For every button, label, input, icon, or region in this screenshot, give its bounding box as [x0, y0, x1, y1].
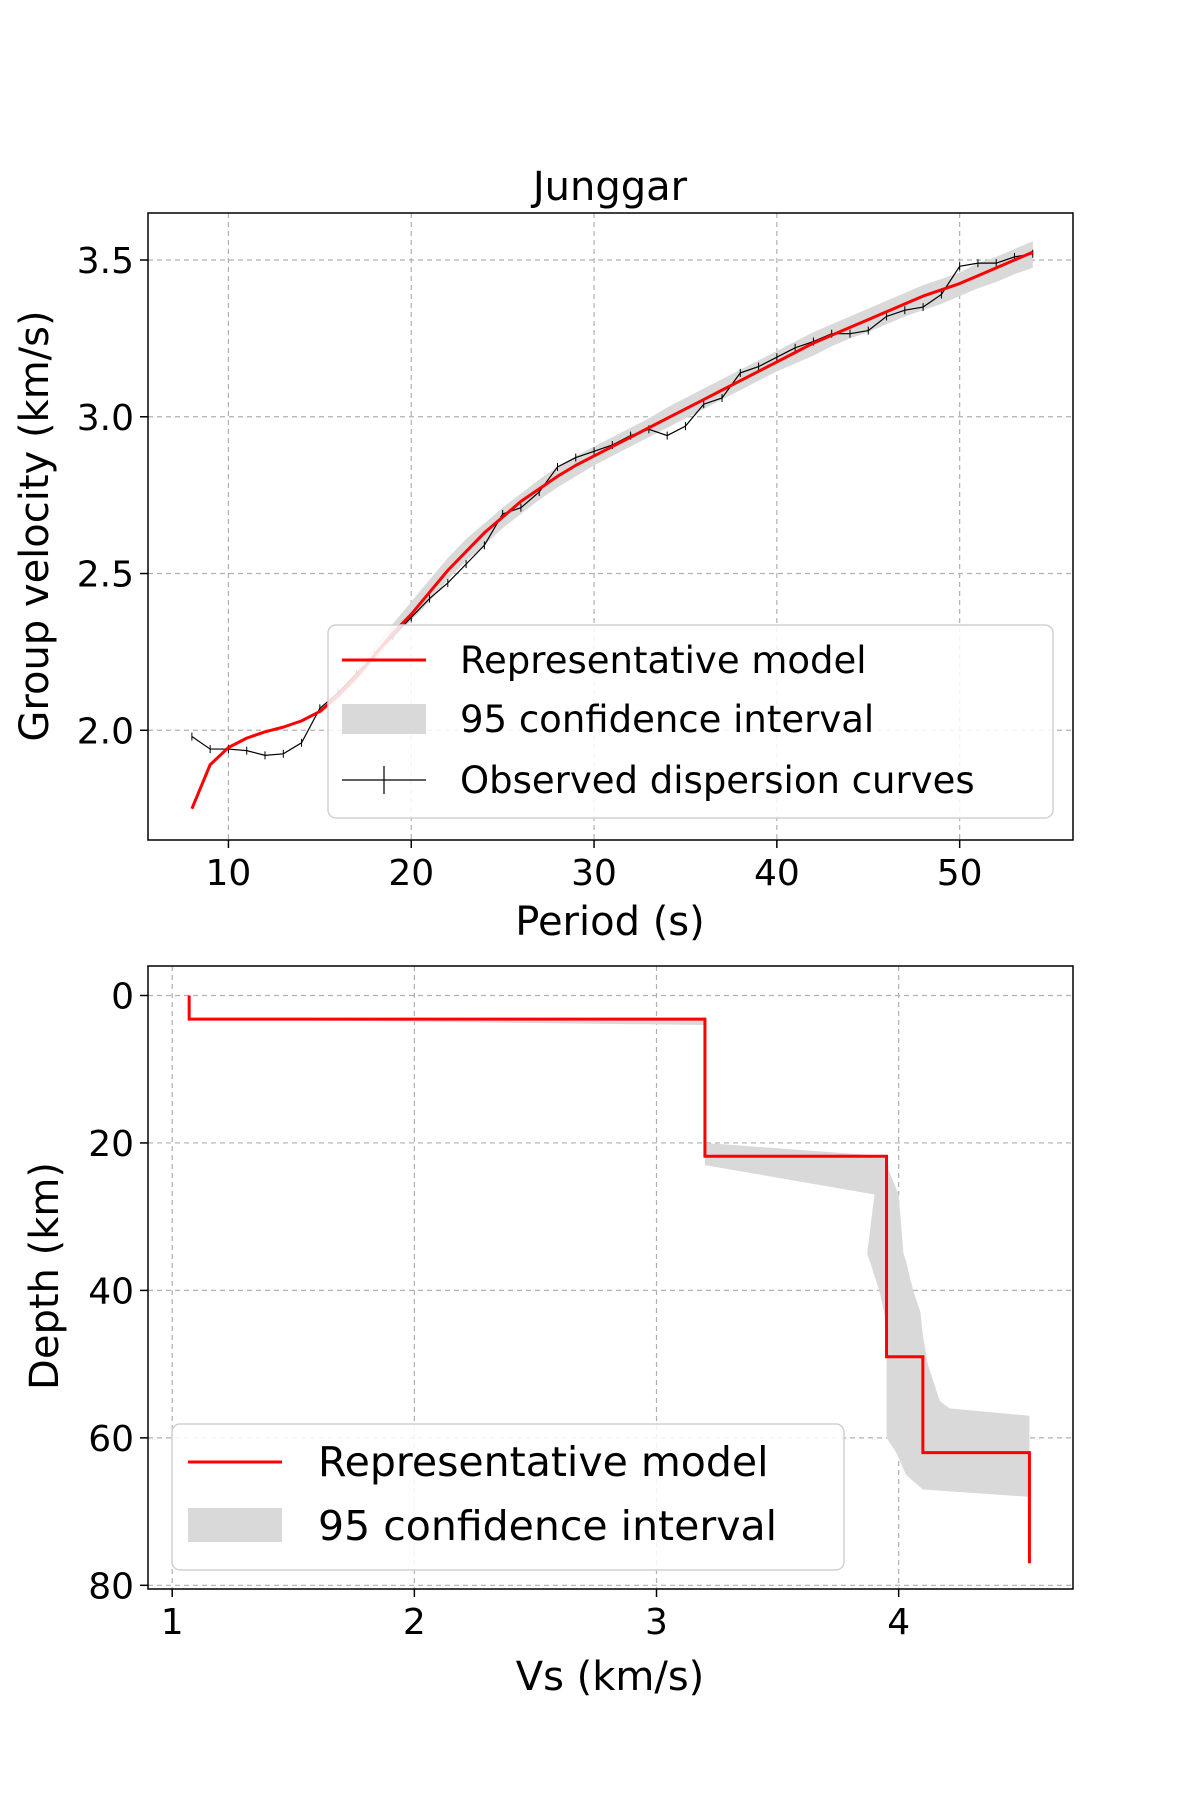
legend-observed-label: Observed dispersion curves — [460, 759, 975, 802]
legend-band-swatch — [342, 704, 426, 734]
profile-legend-box — [171, 1423, 845, 1571]
legend-model-label: Representative model — [460, 639, 867, 682]
profile-x-axis-label: Vs (km/s) — [516, 1654, 705, 1700]
x-tick-label: 30 — [571, 853, 617, 894]
profile-confidence-area — [189, 1019, 1030, 1497]
x-tick-label: 40 — [754, 853, 800, 894]
profile-plot-frame — [147, 965, 1074, 1590]
x-tick-label: 50 — [937, 853, 983, 894]
x-tick-label: 3 — [645, 1602, 668, 1643]
dispersion-confidence-band — [319, 241, 1033, 715]
y-tick-label: 3.0 — [77, 398, 134, 439]
dispersion-y-axis-label: Group velocity (km/s) — [12, 310, 58, 741]
x-tick-label: 1 — [161, 1602, 184, 1643]
confidence-band-area — [319, 241, 1033, 715]
legend-profile-band-label: 95 confidence interval — [318, 1502, 777, 1550]
velocity-profile-chart: 1 2 3 4 0 20 40 60 80 Vs (km/s) Depth (km) Repr… — [22, 965, 1074, 1700]
dispersion-x-axis-label: Period (s) — [515, 899, 705, 945]
x-tick-label: 20 — [388, 853, 434, 894]
profile-model-series — [187, 995, 1031, 1564]
dispersion-plot-frame — [147, 212, 1074, 841]
profile-model-line — [187, 995, 1031, 1564]
y-tick-label: 0 — [111, 976, 134, 1017]
dispersion-legend: Representative model 95 confidence inter… — [327, 624, 1054, 819]
y-tick-label: 2.0 — [77, 711, 134, 752]
y-tick-label: 20 — [88, 1124, 134, 1165]
x-tick-label: 10 — [206, 853, 252, 894]
y-tick-label: 40 — [88, 1271, 134, 1312]
x-tick-label: 4 — [887, 1602, 910, 1643]
profile-legend: Representative model 95 confidence inter… — [171, 1423, 845, 1571]
legend-profile-band-swatch — [188, 1508, 282, 1542]
dispersion-chart: 10 20 30 40 50 2.0 2.5 3.0 3.5 Junggar Period (… — [12, 164, 1074, 945]
dispersion-chart-title: Junggar — [530, 164, 688, 210]
dispersion-y-ticks: 2.0 2.5 3.0 3.5 — [77, 241, 148, 752]
y-tick-label: 2.5 — [77, 555, 134, 596]
legend-profile-model-label: Representative model — [318, 1438, 769, 1486]
profile-confidence-band — [189, 1019, 1030, 1497]
y-tick-label: 3.5 — [77, 241, 134, 282]
profile-x-ticks: 1 2 3 4 — [161, 1589, 910, 1643]
legend-band-label: 95 confidence interval — [460, 698, 874, 741]
profile-y-ticks: 0 20 40 60 80 — [88, 976, 148, 1607]
x-tick-label: 2 — [403, 1602, 426, 1643]
y-tick-label: 60 — [88, 1419, 134, 1460]
dispersion-x-ticks: 10 20 30 40 50 — [206, 840, 983, 894]
profile-y-axis-label: Depth (km) — [22, 1162, 68, 1390]
y-tick-label: 80 — [88, 1566, 134, 1607]
dispersion-legend-box — [327, 624, 1054, 819]
